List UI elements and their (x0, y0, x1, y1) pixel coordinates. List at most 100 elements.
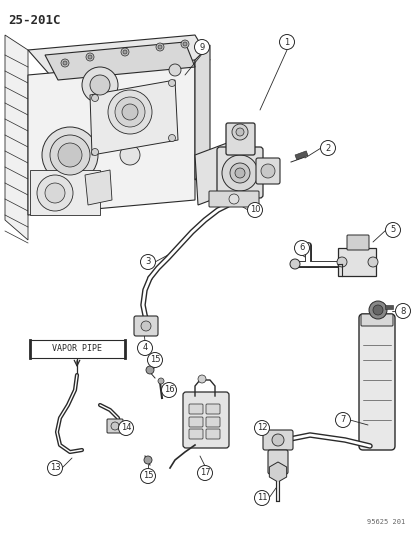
Polygon shape (30, 170, 100, 215)
Text: 13: 13 (50, 464, 60, 472)
Circle shape (367, 257, 377, 267)
Text: 12: 12 (256, 424, 267, 432)
Text: 5: 5 (389, 225, 395, 235)
Circle shape (58, 143, 82, 167)
Circle shape (141, 321, 151, 331)
Circle shape (169, 64, 180, 76)
Circle shape (194, 39, 209, 54)
Circle shape (247, 203, 262, 217)
Bar (384, 305, 392, 309)
Text: 10: 10 (249, 206, 260, 214)
Text: 14: 14 (121, 424, 131, 432)
Polygon shape (45, 42, 195, 80)
FancyBboxPatch shape (206, 404, 219, 414)
Circle shape (235, 168, 244, 178)
Text: 15: 15 (142, 472, 153, 481)
Circle shape (108, 90, 152, 134)
Circle shape (121, 48, 129, 56)
Circle shape (335, 413, 350, 427)
FancyBboxPatch shape (209, 191, 259, 207)
Text: 9: 9 (199, 43, 204, 52)
FancyBboxPatch shape (206, 429, 219, 439)
Circle shape (320, 141, 335, 156)
FancyBboxPatch shape (183, 392, 228, 448)
FancyBboxPatch shape (360, 314, 392, 326)
Text: 95625 201: 95625 201 (366, 519, 404, 525)
Text: 15: 15 (150, 356, 160, 365)
Circle shape (271, 434, 283, 446)
Circle shape (82, 67, 118, 103)
Text: 1: 1 (284, 37, 289, 46)
Circle shape (197, 465, 212, 481)
FancyBboxPatch shape (346, 235, 368, 250)
Circle shape (91, 94, 98, 101)
Circle shape (158, 378, 164, 384)
Text: 3: 3 (145, 257, 150, 266)
Polygon shape (28, 60, 195, 215)
Text: 8: 8 (399, 306, 405, 316)
Circle shape (120, 145, 140, 165)
Circle shape (168, 134, 175, 141)
Circle shape (122, 104, 138, 120)
Circle shape (63, 61, 67, 65)
FancyBboxPatch shape (337, 248, 375, 276)
Circle shape (137, 341, 152, 356)
Circle shape (231, 124, 247, 140)
FancyBboxPatch shape (134, 316, 158, 336)
Text: 2: 2 (325, 143, 330, 152)
Circle shape (260, 164, 274, 178)
Circle shape (91, 149, 98, 156)
FancyBboxPatch shape (262, 430, 292, 450)
Circle shape (42, 127, 98, 183)
Circle shape (221, 155, 257, 191)
Circle shape (111, 422, 119, 430)
Circle shape (372, 305, 382, 315)
FancyBboxPatch shape (206, 417, 219, 427)
Polygon shape (90, 80, 178, 155)
Circle shape (123, 50, 127, 54)
Circle shape (156, 43, 164, 51)
Circle shape (336, 257, 346, 267)
Polygon shape (28, 35, 209, 75)
Circle shape (180, 40, 189, 48)
FancyBboxPatch shape (225, 123, 254, 155)
Text: 25-201C: 25-201C (8, 14, 60, 27)
Text: VAPOR PIPE: VAPOR PIPE (52, 344, 102, 353)
Circle shape (254, 421, 269, 435)
Circle shape (147, 352, 162, 367)
Circle shape (168, 79, 175, 86)
Circle shape (146, 366, 154, 374)
FancyBboxPatch shape (30, 340, 125, 358)
Circle shape (45, 183, 65, 203)
Circle shape (47, 461, 62, 475)
Circle shape (142, 113, 166, 137)
FancyBboxPatch shape (189, 417, 202, 427)
Polygon shape (195, 45, 209, 180)
Circle shape (235, 128, 243, 136)
Circle shape (294, 240, 309, 255)
Text: 7: 7 (339, 416, 345, 424)
Circle shape (106, 106, 134, 134)
Polygon shape (5, 35, 28, 240)
Circle shape (50, 135, 90, 175)
Polygon shape (195, 140, 237, 205)
Text: 11: 11 (256, 494, 267, 503)
Circle shape (37, 175, 73, 211)
Circle shape (140, 254, 155, 270)
Circle shape (289, 259, 299, 269)
Text: 4: 4 (142, 343, 147, 352)
FancyBboxPatch shape (189, 429, 202, 439)
Circle shape (86, 53, 94, 61)
Polygon shape (85, 170, 112, 205)
FancyBboxPatch shape (216, 147, 262, 198)
Circle shape (161, 383, 176, 398)
Circle shape (197, 375, 206, 383)
Circle shape (144, 456, 152, 464)
Text: 17: 17 (199, 469, 210, 478)
FancyBboxPatch shape (189, 404, 202, 414)
Circle shape (88, 55, 92, 59)
Circle shape (394, 303, 410, 319)
Circle shape (230, 163, 249, 183)
FancyBboxPatch shape (107, 419, 123, 433)
Circle shape (368, 301, 386, 319)
